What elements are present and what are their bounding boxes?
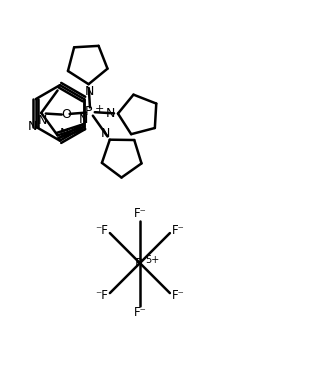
- Text: F⁻: F⁻: [133, 207, 146, 220]
- Text: 5+: 5+: [145, 255, 159, 265]
- Text: N: N: [60, 127, 69, 140]
- Text: N: N: [84, 85, 94, 98]
- Text: P: P: [85, 105, 93, 118]
- Text: N: N: [101, 127, 110, 140]
- Text: ⁻F: ⁻F: [95, 289, 108, 302]
- Text: F⁻: F⁻: [172, 224, 185, 237]
- Text: F⁻: F⁻: [133, 306, 146, 319]
- Text: N: N: [28, 120, 37, 133]
- Text: N: N: [79, 113, 89, 126]
- Text: N: N: [38, 114, 47, 127]
- Text: F⁻: F⁻: [172, 289, 185, 302]
- Text: O: O: [61, 108, 71, 121]
- Text: ⁻F: ⁻F: [95, 224, 108, 237]
- Text: N: N: [106, 107, 116, 120]
- Text: +: +: [95, 104, 104, 114]
- Text: P: P: [134, 256, 142, 270]
